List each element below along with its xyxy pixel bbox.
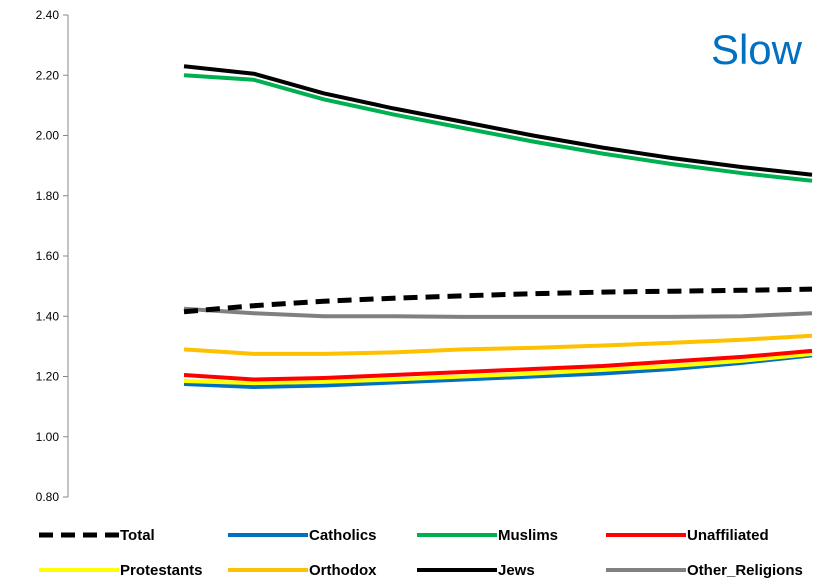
y-tick-label: 1.60 — [36, 249, 60, 263]
series-line-catholics — [183, 353, 813, 389]
legend-label-jews: Jews — [498, 562, 535, 579]
series-line-muslims — [183, 73, 813, 183]
legend-label-total: Total — [120, 527, 155, 544]
series-line-protestants — [183, 351, 813, 386]
legend-label-orthodox: Orthodox — [309, 562, 377, 579]
series-line-other-religions — [183, 306, 813, 319]
legend-label-muslims: Muslims — [498, 527, 558, 544]
y-tick-label: 1.80 — [36, 189, 60, 203]
y-tick-label: 0.80 — [36, 490, 60, 504]
legend: Total Catholics Muslims Unaffiliated Protest… — [39, 527, 803, 579]
series-lines — [183, 64, 813, 389]
legend-label-catholics: Catholics — [309, 527, 377, 544]
y-tick-label: 2.40 — [36, 8, 60, 22]
legend-label-unaffiliated: Unaffiliated — [687, 527, 769, 544]
legend-label-other-religions: Other_Religions — [687, 562, 803, 579]
y-tick-label: 2.20 — [36, 68, 60, 82]
y-tick-label: 1.00 — [36, 430, 60, 444]
legend-label-protestants: Protestants — [120, 562, 203, 579]
corner-label: Slow — [710, 26, 802, 73]
y-tick-label: 1.40 — [36, 309, 60, 323]
series-line-orthodox — [183, 333, 813, 356]
y-tick-label: 2.00 — [36, 129, 60, 143]
series-line-jews — [183, 64, 813, 177]
y-tick-label: 1.20 — [36, 370, 60, 384]
y-axis: 0.80 1.00 1.20 1.40 1.60 1.80 2.00 2.20 2.40 — [36, 8, 69, 504]
series-line-unaffiliated — [183, 348, 813, 382]
series-line-total — [183, 286, 813, 315]
